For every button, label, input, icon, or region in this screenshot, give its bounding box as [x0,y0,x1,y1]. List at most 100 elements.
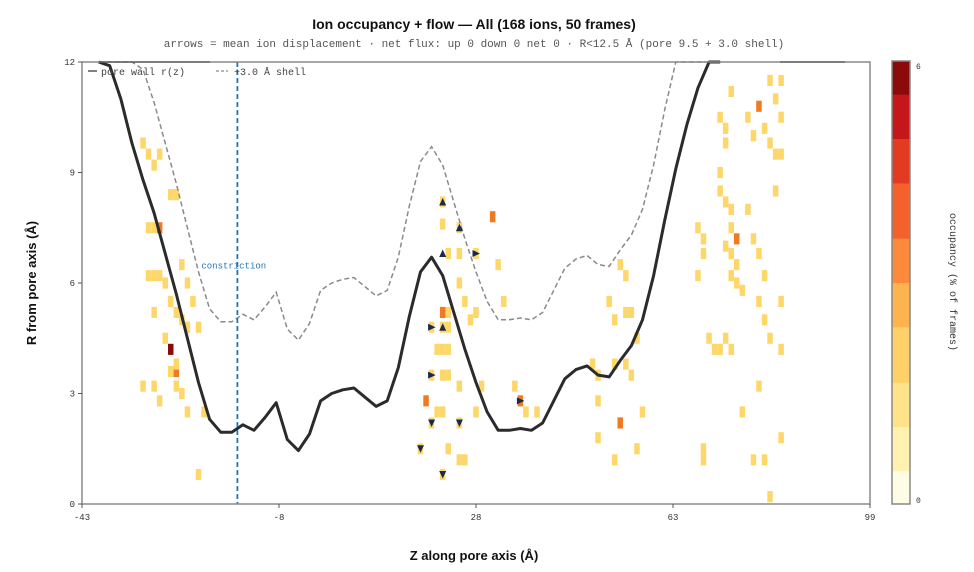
colorbar-segment [892,415,910,427]
occupancy-cell [628,369,635,381]
occupancy-cell [767,137,773,149]
occupancy-cell [145,148,152,160]
occupancy-cell [745,203,751,215]
colorbar-segment [892,149,910,162]
x-tick-label: -43 [74,513,90,523]
occupancy-cell [445,306,451,318]
occupancy-cell [778,295,784,307]
occupancy-cell [168,189,174,201]
y-tick-label: 9 [70,169,75,179]
occupancy-cell [778,432,784,444]
colorbar-segment [892,470,910,483]
occupancy-cell [722,137,729,149]
occupancy-cell [162,332,168,344]
x-tick-label: 99 [865,513,876,523]
occupancy-cell [739,284,746,296]
occupancy-cell [589,358,596,370]
occupancy-cell [617,259,623,271]
occupancy-cell [634,332,640,344]
occupancy-cell [711,343,718,355]
chart-title: Ion occupancy + flow — All (168 ions, 50… [312,16,636,32]
occupancy-cell [201,406,207,418]
occupancy-cell [439,306,446,318]
colorbar-segment [892,249,910,261]
colorbar-segment [892,326,910,339]
colorbar-segment [892,61,910,73]
chart-subtitle: arrows = mean ion displacement · net flu… [164,38,785,51]
colorbar-segment [892,315,910,328]
occupancy-cell [734,277,740,289]
occupancy-cell [700,443,707,455]
occupancy-cell [501,295,507,307]
occupancy-cell [195,469,202,481]
occupancy-cell [756,295,762,307]
occupancy-cell [495,259,501,271]
occupancy-cell [722,122,729,134]
flow-arrow [417,445,424,453]
occupancy-cell [623,270,629,282]
colorbar-segment [892,371,910,383]
colorbar-segment [892,238,910,250]
y-tick-label: 12 [64,58,75,68]
colorbar-segment [892,127,910,139]
occupancy-cell [767,491,773,503]
pore-wall-line [98,60,721,453]
occupancy-cell [151,270,157,282]
occupancy-cell [445,321,451,333]
occupancy-cell [745,111,751,123]
occupancy-cell [456,380,463,392]
occupancy-cell [168,365,174,377]
occupancy-cell [179,388,185,400]
flow-arrow [428,323,436,331]
occupancy-cell [639,406,646,418]
occupancy-cell [761,270,768,282]
occupancy-cell [761,454,768,466]
occupancy-cell [778,148,784,160]
occupancy-cell [184,406,191,418]
colorbar-segment [892,437,910,450]
occupancy-cell [145,222,152,234]
occupancy-cell [456,277,463,289]
occupancy-cell [462,454,468,466]
occupancy-cell [700,233,707,245]
occupancy-cell [612,358,618,370]
x-tick-label: 63 [668,513,679,523]
occupancy-cell [612,314,618,326]
occupancy-cell [700,454,707,466]
y-tick-label: 6 [70,279,75,289]
occupancy-cell [467,314,474,326]
occupancy-cell [184,321,191,333]
colorbar-segment [892,304,910,317]
colorbar-segment [892,459,910,472]
occupancy-cell [140,137,146,149]
occupancy-cell [717,185,723,197]
occupancy-cell [478,380,485,392]
occupancy-cell [523,406,529,418]
colorbar-segment [892,360,910,372]
occupancy-cell [623,358,629,370]
colorbar-segment [892,293,910,306]
colorbar-segment [892,83,910,95]
colorbar-segment [892,448,910,461]
flow-arrow [455,419,463,427]
colorbar-max-tick: 6 [916,63,921,72]
occupancy-cell [728,343,734,355]
flow-arrow [428,419,436,427]
x-axis-label: Z along pore axis (Å) [410,548,539,563]
occupancy-cell [445,369,451,381]
y-axis-label: R from pore axis (Å) [24,221,39,345]
occupancy-cell [778,74,784,86]
occupancy-cell [717,167,723,179]
occupancy-cell [456,248,463,260]
colorbar-label: occupancy (% of frames) [946,213,958,351]
constriction-label: constriction [201,261,266,271]
occupancy-cell [628,306,635,318]
flow-arrow [472,250,480,257]
colorbar-min-tick: 0 [916,497,921,506]
colorbar-segment [892,426,910,439]
occupancy-cell [445,248,451,260]
occupancy-cell [728,85,734,97]
occupancy-cell [750,454,757,466]
colorbar-segment [892,481,910,494]
